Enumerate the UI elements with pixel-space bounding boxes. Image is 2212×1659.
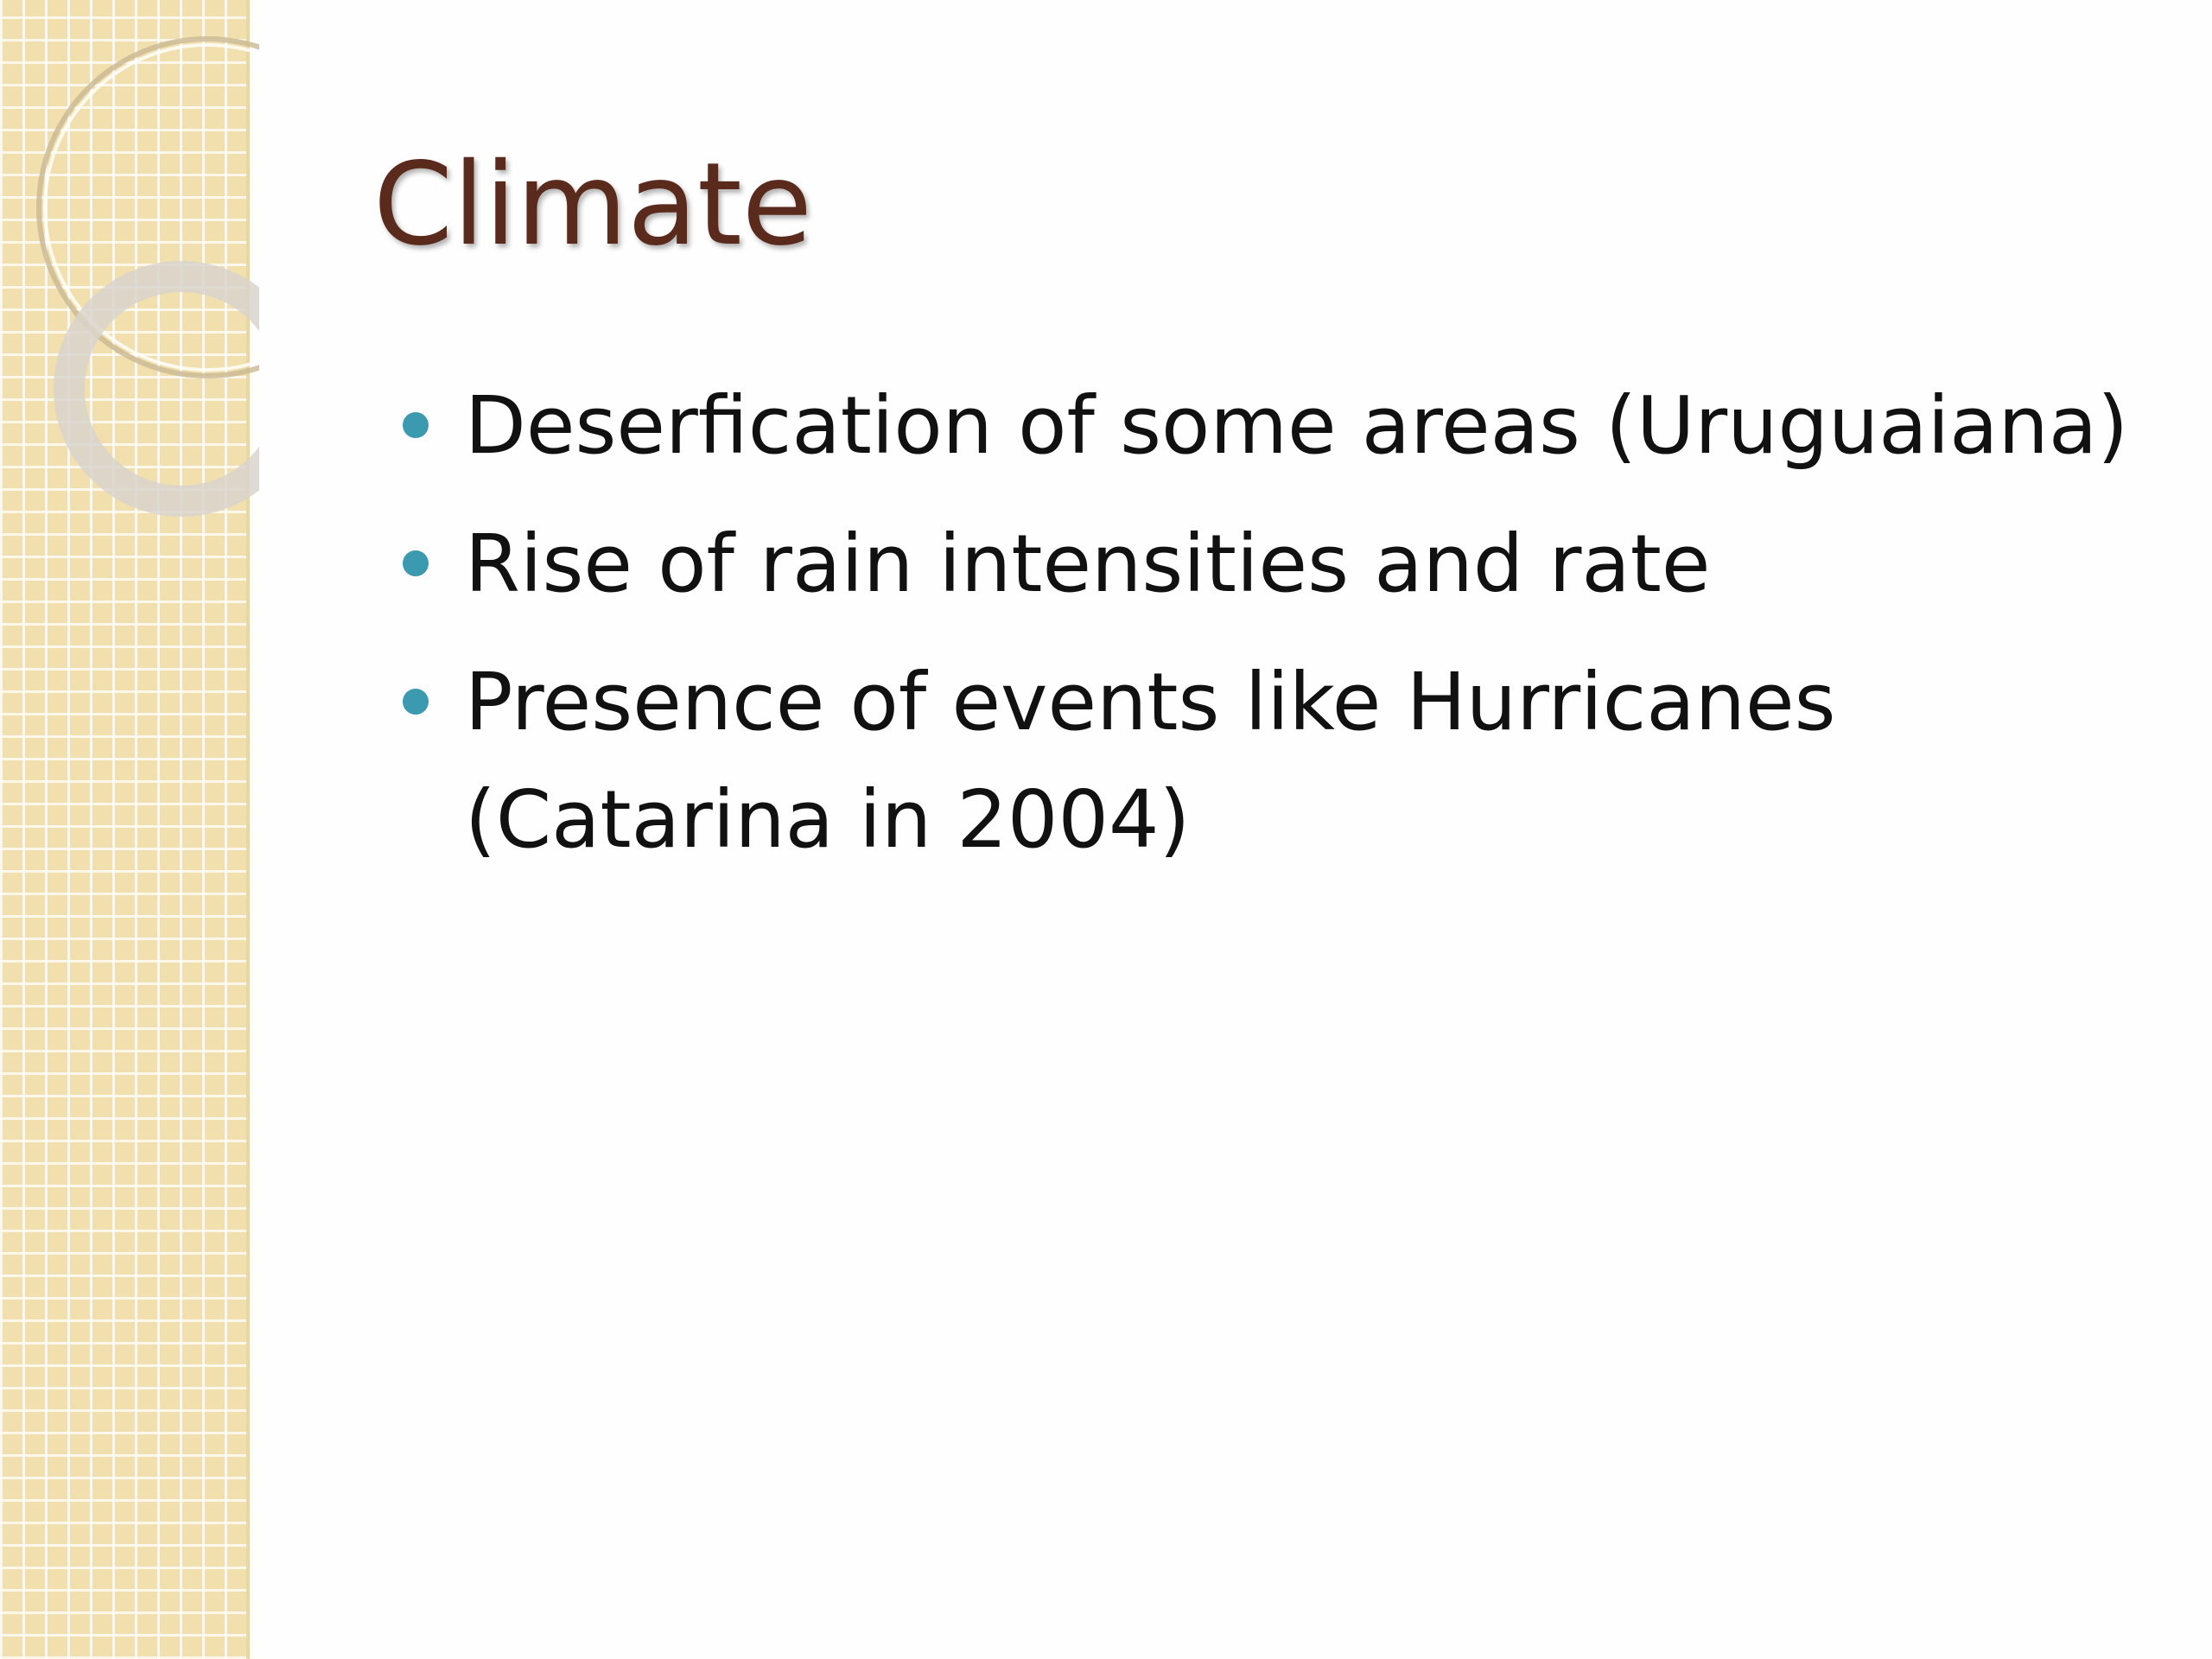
bullet-item: Presence of events like Hurricanes (Cata… xyxy=(403,644,2193,879)
bullet-list: Deserfication of some areas (Uruguaiana)… xyxy=(403,367,2193,899)
slide-title: Climate xyxy=(373,138,812,271)
bullet-item: Deserfication of some areas (Uruguaiana) xyxy=(403,367,2193,485)
decorative-circles xyxy=(36,36,259,517)
bullet-item: Rise of rain intensities and rate xyxy=(403,505,2193,623)
